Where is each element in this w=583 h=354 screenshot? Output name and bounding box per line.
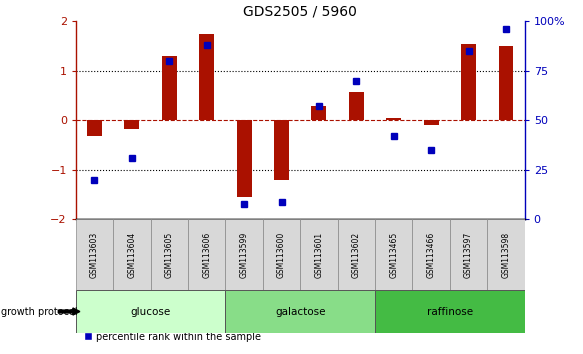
Bar: [162, 56, 177, 120]
Bar: [375, 290, 525, 333]
Bar: [76, 290, 226, 333]
Text: GSM113466: GSM113466: [427, 232, 436, 278]
Legend: log2 ratio, percentile rank within the sample: log2 ratio, percentile rank within the s…: [80, 313, 265, 346]
Bar: [375, 219, 412, 290]
Bar: [226, 219, 263, 290]
Bar: [338, 219, 375, 290]
Bar: [263, 219, 300, 290]
Text: GSM113600: GSM113600: [277, 232, 286, 278]
Bar: [387, 118, 401, 120]
Text: GSM113597: GSM113597: [464, 232, 473, 278]
Text: GSM113605: GSM113605: [165, 232, 174, 278]
Bar: [412, 219, 450, 290]
Text: raffinose: raffinose: [427, 307, 473, 316]
Bar: [188, 219, 226, 290]
Bar: [76, 219, 113, 290]
Text: GSM113599: GSM113599: [240, 232, 248, 278]
Text: galactose: galactose: [275, 307, 325, 316]
Text: GSM113603: GSM113603: [90, 232, 99, 278]
Bar: [487, 219, 525, 290]
Bar: [349, 92, 364, 120]
Text: growth protocol: growth protocol: [1, 307, 78, 316]
Title: GDS2505 / 5960: GDS2505 / 5960: [243, 5, 357, 19]
Text: glucose: glucose: [131, 307, 171, 316]
Bar: [300, 219, 338, 290]
Bar: [461, 44, 476, 120]
Text: GSM113598: GSM113598: [501, 232, 511, 278]
Text: GSM113602: GSM113602: [352, 232, 361, 278]
Text: GSM113601: GSM113601: [314, 232, 324, 278]
Text: GSM113465: GSM113465: [389, 232, 398, 278]
Text: GSM113606: GSM113606: [202, 232, 211, 278]
Bar: [226, 290, 375, 333]
Bar: [199, 34, 214, 120]
Bar: [424, 120, 438, 125]
Text: GSM113604: GSM113604: [128, 232, 136, 278]
Bar: [450, 219, 487, 290]
Bar: [150, 219, 188, 290]
Bar: [237, 120, 252, 197]
Bar: [498, 46, 514, 120]
Bar: [113, 219, 150, 290]
Bar: [124, 120, 139, 129]
Bar: [311, 107, 326, 120]
Bar: [274, 120, 289, 180]
Bar: [87, 120, 102, 136]
